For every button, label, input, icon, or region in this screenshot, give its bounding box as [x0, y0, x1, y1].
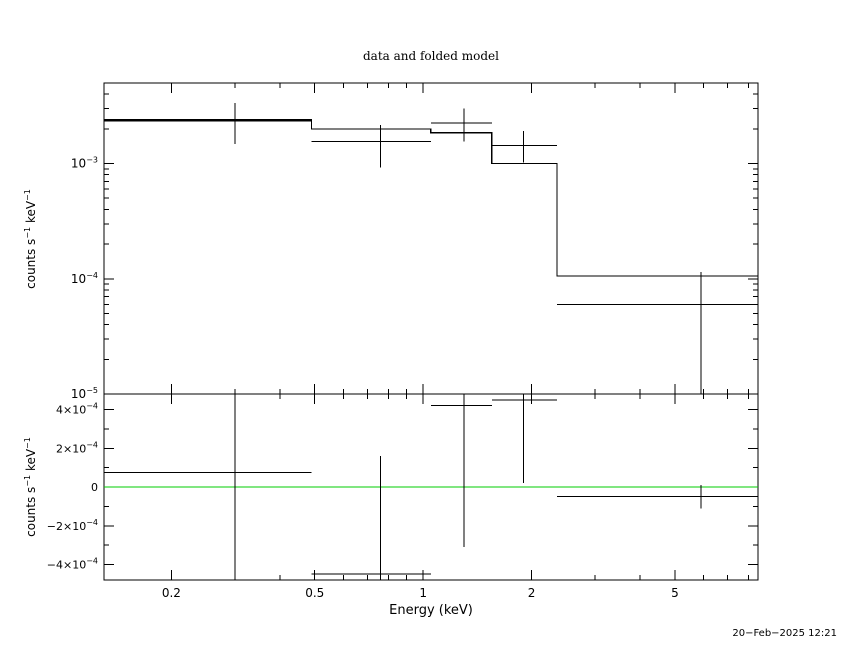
residual-point [491, 394, 557, 484]
residual-point [430, 394, 492, 548]
x-tick-labels: 0.2 0.5 1 2 5 [162, 586, 679, 600]
residual-panel: 4×10−4 2×10−4 0 −2×10−4 −4×10−4 0.2 0.5 1 2 5 co… [23, 393, 759, 618]
data-point [556, 271, 758, 394]
x-tick-label: 2 [528, 586, 536, 600]
data-point [104, 103, 312, 144]
y-tick-label: 10−4 [71, 271, 98, 286]
y-tick-label: −2×10−4 [47, 518, 98, 533]
data-panel: 10−3 10−4 10−5 counts s−1 keV−1 [23, 82, 759, 401]
residual-point [556, 485, 758, 509]
folded-model [104, 119, 758, 277]
residual-panel-y-tick-labels: 4×10−4 2×10−4 0 −2×10−4 −4×10−4 [47, 402, 98, 572]
data-panel-ticks [104, 82, 758, 395]
x-tick-label: 5 [671, 586, 679, 600]
data-points [104, 103, 758, 394]
residual-panel-y-axis-label: counts s−1 keV−1 [23, 437, 38, 537]
x-tick-label: 1 [419, 586, 427, 600]
x-axis-label: Energy (keV) [389, 603, 473, 618]
residual-point [311, 456, 431, 580]
data-panel-y-tick-labels: 10−3 10−4 10−5 [71, 156, 98, 401]
model-step-line [104, 119, 758, 277]
timestamp: 20−Feb−2025 12:21 [732, 628, 837, 639]
residual-points [104, 394, 758, 580]
chart-title: data and folded model [363, 49, 499, 63]
y-tick-label: 4×10−4 [56, 402, 98, 417]
y-tick-label: 0 [91, 481, 98, 494]
residual-point [104, 394, 312, 580]
y-tick-label: 10−3 [71, 156, 98, 171]
x-tick-label: 0.2 [162, 586, 181, 600]
data-point [491, 130, 557, 163]
data-point [311, 125, 431, 168]
x-tick-label: 0.5 [305, 586, 324, 600]
y-tick-label: −4×10−4 [47, 557, 98, 572]
data-panel-y-axis-label: counts s−1 keV−1 [23, 189, 38, 289]
data-point [430, 108, 492, 142]
y-tick-label: 10−5 [71, 386, 98, 401]
y-tick-label: 2×10−4 [56, 440, 98, 455]
